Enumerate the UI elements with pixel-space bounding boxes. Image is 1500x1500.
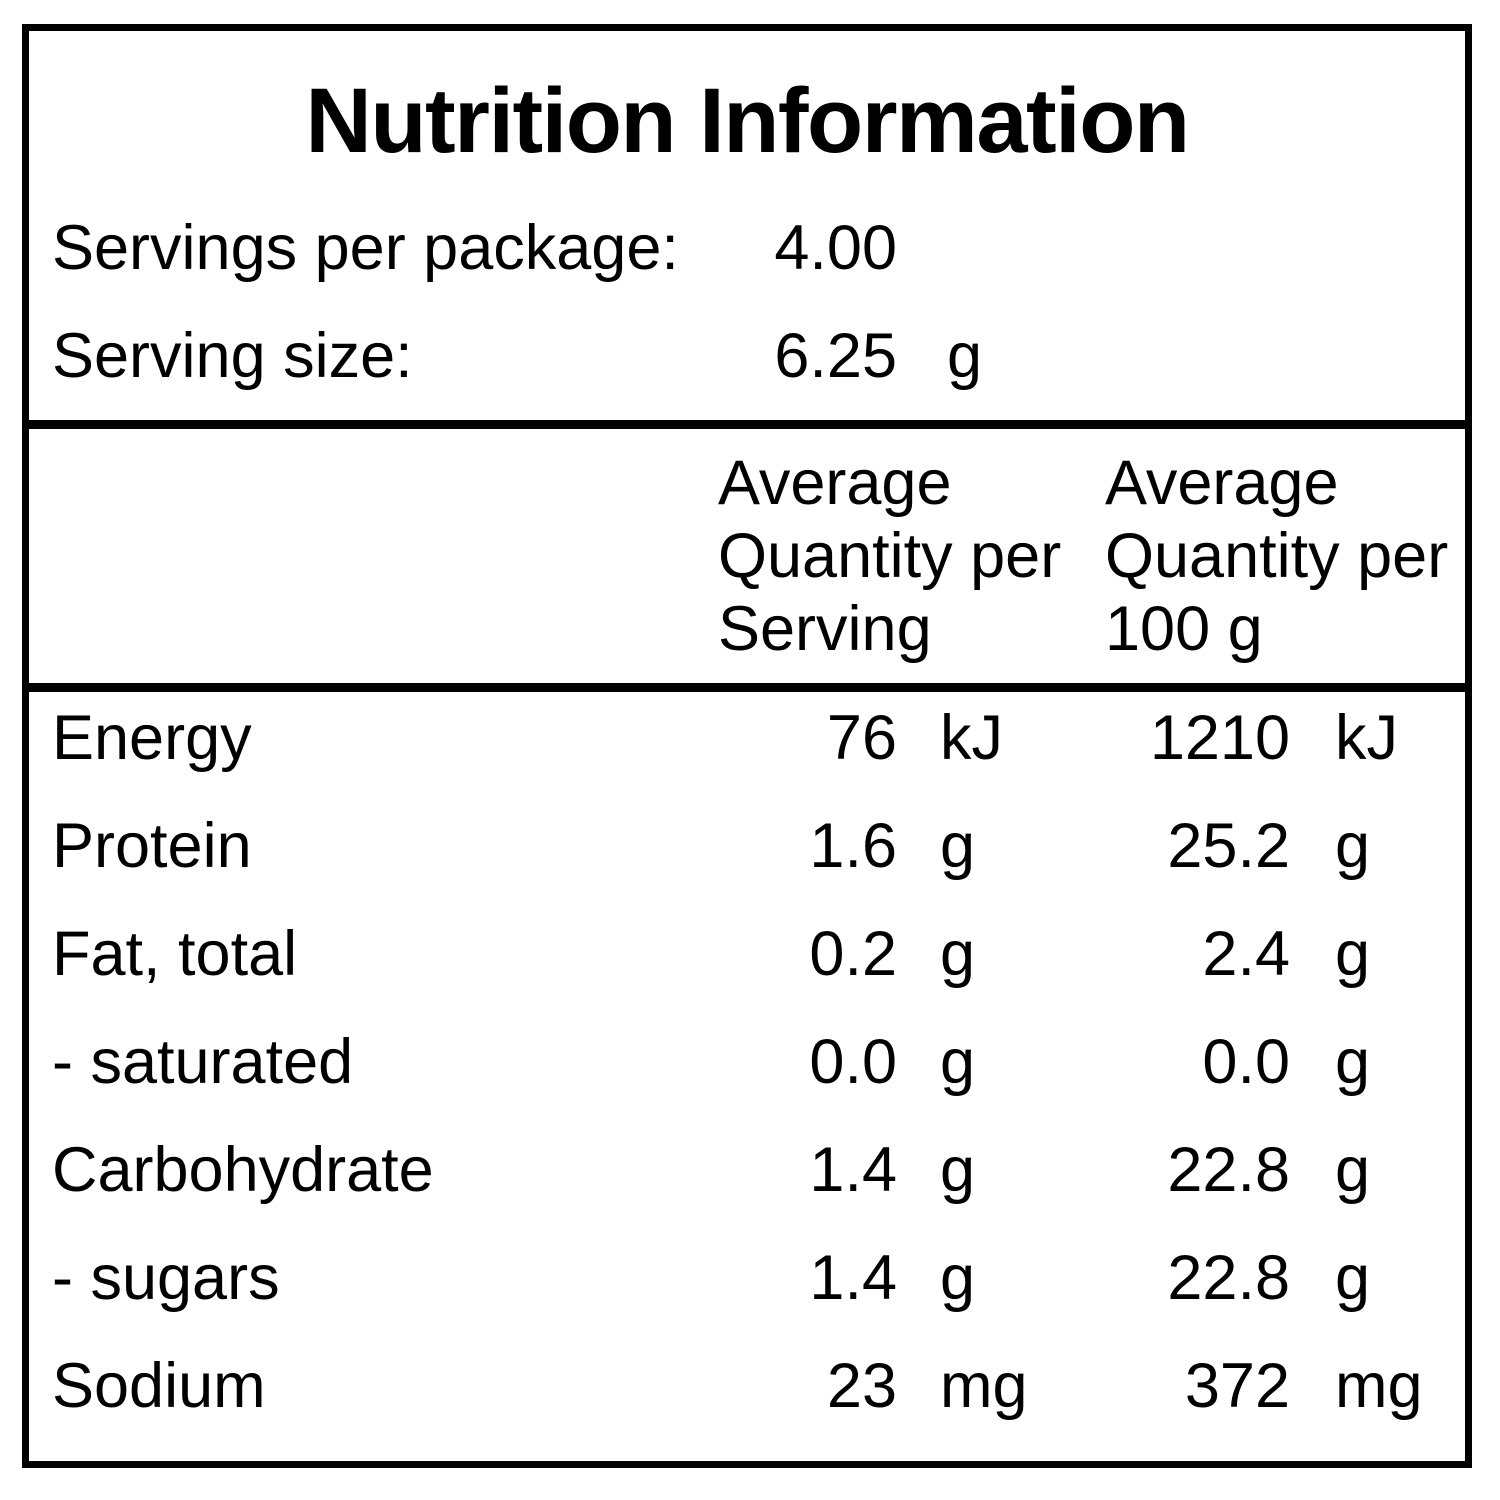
serving-unit: mg <box>940 1351 1028 1421</box>
serving-value: 0.0 <box>809 1027 897 1097</box>
column-header-per-100g: Average Quantity per 100 g <box>1105 448 1449 664</box>
table-row-sodium: Sodium 23 mg 372 mg <box>29 1339 1465 1447</box>
servings-per-package-row: Servings per package: 4.00 <box>29 213 1465 283</box>
nutrient-name: - sugars <box>52 1243 280 1313</box>
serving-unit: g <box>940 811 976 881</box>
divider-top <box>29 420 1465 429</box>
table-row-energy: Energy 76 kJ 1210 kJ <box>29 691 1465 799</box>
per100-value: 25.2 <box>1167 811 1290 881</box>
table-row-carbohydrate: Carbohydrate 1.4 g 22.8 g <box>29 1123 1465 1231</box>
servings-per-package-unit <box>897 214 1465 283</box>
table-row-saturated: - saturated 0.0 g 0.0 g <box>29 1015 1465 1123</box>
per100-value: 2.4 <box>1202 919 1290 989</box>
nutrient-name: Carbohydrate <box>52 1135 434 1205</box>
serving-size-value: 6.25 <box>774 321 897 391</box>
serving-value: 76 <box>826 703 897 773</box>
serving-size-row: Serving size: 6.25 g <box>29 321 1465 391</box>
panel-title: Nutrition Information <box>305 70 1190 172</box>
per100-unit: mg <box>1335 1351 1423 1421</box>
table-row-protein: Protein 1.6 g 25.2 g <box>29 799 1465 907</box>
per100-unit: g <box>1335 919 1371 989</box>
per100-unit: g <box>1335 811 1371 881</box>
serving-value: 1.6 <box>809 811 897 881</box>
column-headers: Average Quantity per Serving Average Qua… <box>29 447 1465 666</box>
nutrient-rows: Energy 76 kJ 1210 kJ Protein 1.6 g 25.2 … <box>29 691 1465 1447</box>
column-header-per-serving: Average Quantity per Serving <box>718 448 1062 664</box>
nutrition-information-panel: Nutrition Information Servings per packa… <box>22 24 1472 1468</box>
per100-value: 1210 <box>1149 703 1290 773</box>
nutrient-name: - saturated <box>52 1027 354 1097</box>
divider-header <box>29 683 1465 692</box>
per100-value: 0.0 <box>1202 1027 1290 1097</box>
table-row-sugars: - sugars 1.4 g 22.8 g <box>29 1231 1465 1339</box>
table-row-fat-total: Fat, total 0.2 g 2.4 g <box>29 907 1465 1015</box>
per100-value: 22.8 <box>1167 1243 1290 1313</box>
nutrient-name: Protein <box>52 811 252 881</box>
serving-size-label: Serving size: <box>52 321 413 391</box>
serving-value: 0.2 <box>809 919 897 989</box>
per100-value: 372 <box>1184 1351 1290 1421</box>
serving-unit: g <box>940 919 976 989</box>
serving-value: 1.4 <box>809 1135 897 1205</box>
serving-value: 1.4 <box>809 1243 897 1313</box>
servings-per-package-label: Servings per package: <box>52 213 679 283</box>
per100-unit: kJ <box>1335 703 1398 773</box>
nutrient-name: Energy <box>52 703 252 773</box>
per100-unit: g <box>1335 1243 1371 1313</box>
serving-value: 23 <box>826 1351 897 1421</box>
serving-unit: g <box>940 1027 976 1097</box>
per100-value: 22.8 <box>1167 1135 1290 1205</box>
nutrient-name: Fat, total <box>52 919 298 989</box>
per100-unit: g <box>1335 1135 1371 1205</box>
serving-unit: kJ <box>940 703 1003 773</box>
nutrient-name: Sodium <box>52 1351 266 1421</box>
servings-per-package-value: 4.00 <box>774 213 897 283</box>
column-header-spacer <box>29 447 700 666</box>
serving-unit: g <box>940 1135 976 1205</box>
serving-size-unit: g <box>947 321 983 391</box>
serving-unit: g <box>940 1243 976 1313</box>
per100-unit: g <box>1335 1027 1371 1097</box>
